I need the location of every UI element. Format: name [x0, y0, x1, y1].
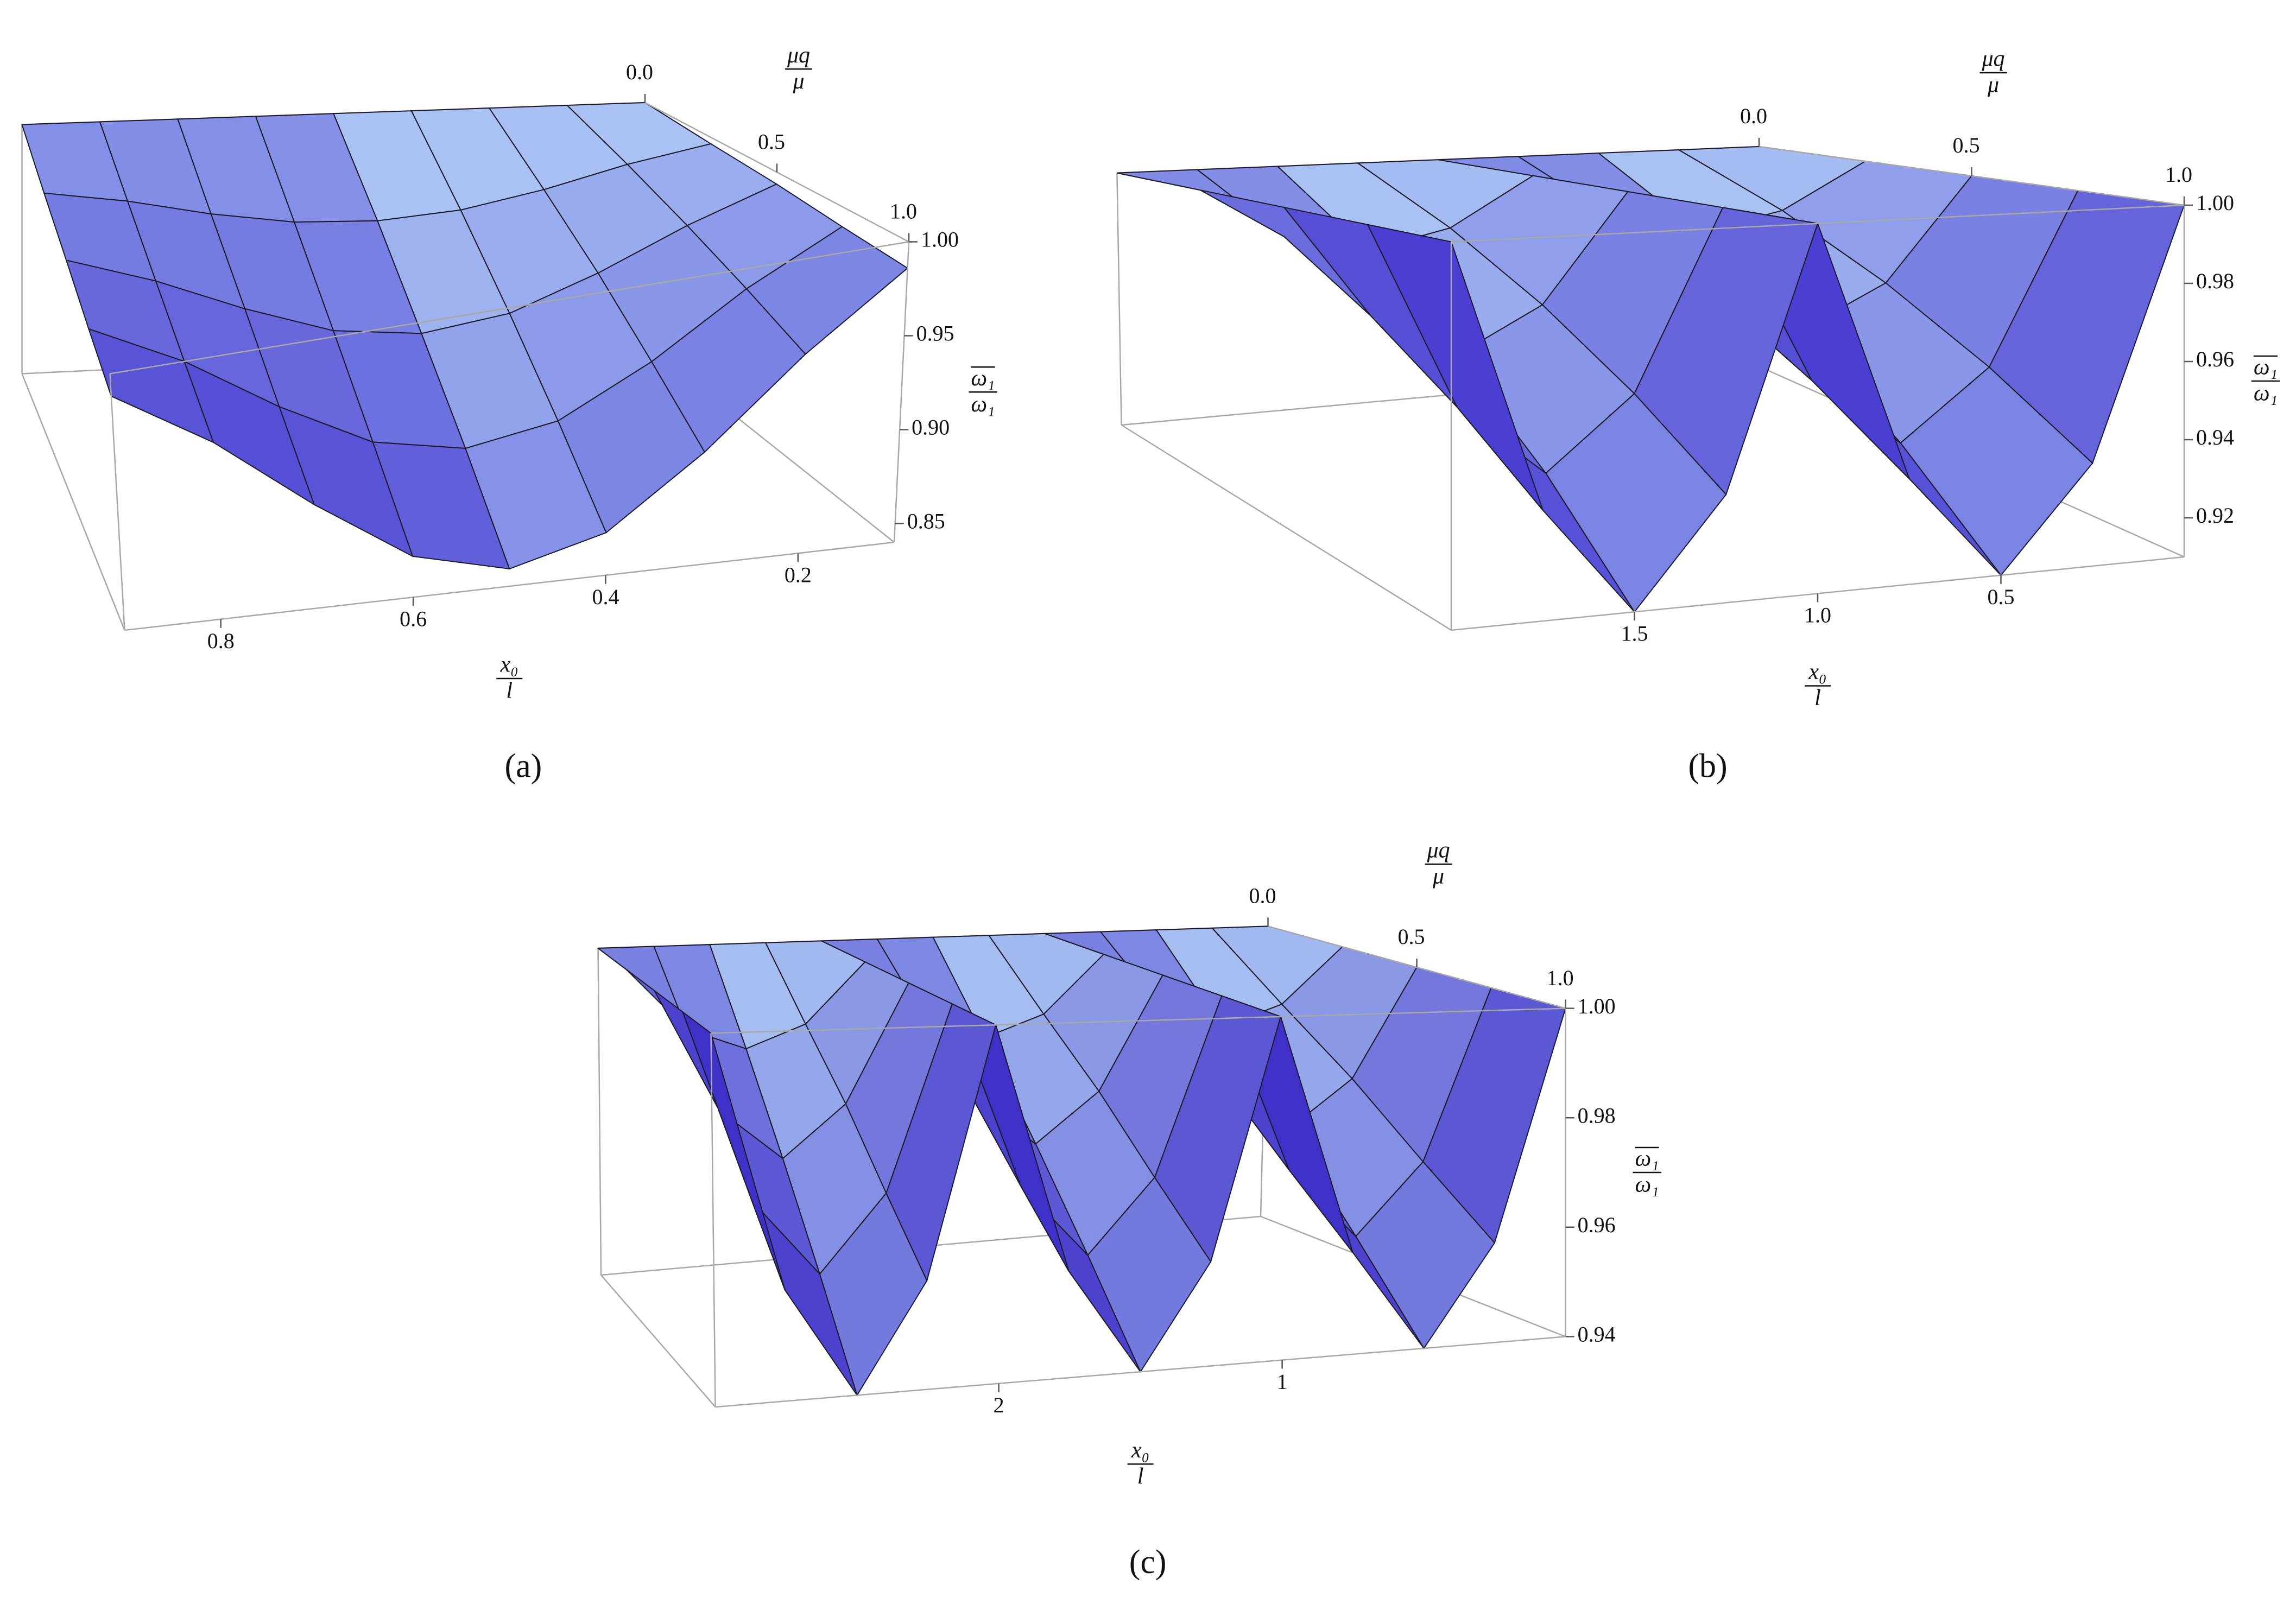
axis-label-denominator: μ	[1987, 73, 1999, 98]
axis-label-numerator: x₀	[1131, 1438, 1149, 1463]
panel-label: (a)	[504, 748, 542, 785]
x-tick-label: 1.5	[1621, 621, 1648, 645]
z-tick-label: 1.00	[921, 227, 959, 252]
y-tick-label: 0.5	[758, 129, 785, 154]
z-tick-label: 0.94	[1578, 1322, 1616, 1347]
axis-label-numerator: ω₁	[971, 366, 995, 391]
axis-label-denominator: l	[506, 679, 513, 703]
panel: 1.00 0.95 0.90 0.85 0.8 0.6 0.4 0.2 0.0 0.5 1.0	[21, 60, 959, 653]
y-tick-label: 0.5	[1398, 924, 1425, 949]
z-tick-label: 0.96	[1578, 1213, 1616, 1237]
panel-label: (b)	[1688, 748, 1727, 785]
y-tick-label: 0.0	[626, 60, 653, 84]
z-tick-label: 0.85	[907, 509, 945, 534]
axis-label-numerator: ω₁	[1635, 1146, 1659, 1171]
box-edge	[109, 373, 125, 631]
y-tick-label: 1.0	[2165, 162, 2192, 187]
box-edge	[715, 1336, 1566, 1408]
box-edge	[1121, 424, 1452, 631]
box-edge	[711, 1007, 1566, 1034]
z-tick-label: 0.96	[2196, 347, 2234, 371]
panel: 1.00 0.98 0.96 0.94 0.92 1.5 1.0 0.5 0.0 0.5 1.0	[1116, 104, 2234, 645]
box-edge	[124, 541, 895, 631]
axis-label-denominator: ω₁	[971, 392, 995, 417]
box-edge	[893, 242, 910, 543]
x-tick-label: 0.2	[785, 562, 812, 587]
y-tick-label: 0.0	[1740, 104, 1767, 128]
x-tick-label: 0.6	[400, 606, 427, 631]
z-tick-label: 1.00	[1578, 994, 1616, 1018]
axis-label-denominator: l	[1137, 1464, 1144, 1489]
z-tick-label: 1.00	[2196, 191, 2234, 215]
axis-label-numerator: x₀	[1808, 660, 1826, 684]
box-edge	[110, 241, 909, 375]
z-tick-label: 0.98	[1578, 1103, 1616, 1127]
z-tick-label: 0.98	[2196, 269, 2234, 293]
box-edge	[597, 948, 602, 1276]
axis-label-denominator: μ	[792, 69, 804, 94]
x-tick-label: 0.4	[592, 585, 619, 609]
box-edge	[1451, 204, 2185, 243]
x-tick-label: 1.0	[1804, 603, 1831, 627]
axis-label-numerator: μq	[1981, 47, 2004, 72]
axis-label-denominator: l	[1814, 686, 1821, 711]
axis-label-numerator: ω₁	[2254, 355, 2278, 380]
axis-label-numerator: x₀	[500, 652, 518, 677]
x-tick-label: 0.5	[1988, 585, 2015, 609]
x-tick-label: 1	[1277, 1370, 1288, 1394]
box-edge	[21, 373, 125, 631]
axis-label-denominator: ω₁	[2254, 381, 2278, 406]
panel-label: (c)	[1129, 1544, 1167, 1581]
y-tick-label: 1.0	[890, 199, 917, 224]
y-tick-label: 0.5	[1953, 133, 1980, 157]
z-tick-label: 0.94	[2196, 425, 2234, 449]
axis-label-denominator: μ	[1432, 864, 1444, 889]
z-tick-label: 0.90	[912, 415, 950, 440]
y-tick-label: 0.0	[1249, 884, 1276, 908]
panel: 1.00 0.98 0.96 0.94 2 1 0.0 0.5 1.0	[596, 884, 1616, 1417]
box-edge	[710, 1033, 716, 1408]
x-tick-label: 2	[994, 1393, 1004, 1417]
axis-label-denominator: ω₁	[1635, 1172, 1659, 1197]
y-tick-label: 1.0	[1547, 966, 1574, 990]
box-edge	[1116, 173, 1122, 426]
z-tick-label: 0.95	[916, 321, 954, 346]
axis-label-numerator: μq	[1427, 838, 1450, 863]
axis-label-numerator: μq	[787, 43, 810, 68]
x-tick-label: 0.8	[207, 629, 235, 653]
z-tick-label: 0.92	[2196, 503, 2234, 528]
box-edge	[600, 1275, 716, 1408]
